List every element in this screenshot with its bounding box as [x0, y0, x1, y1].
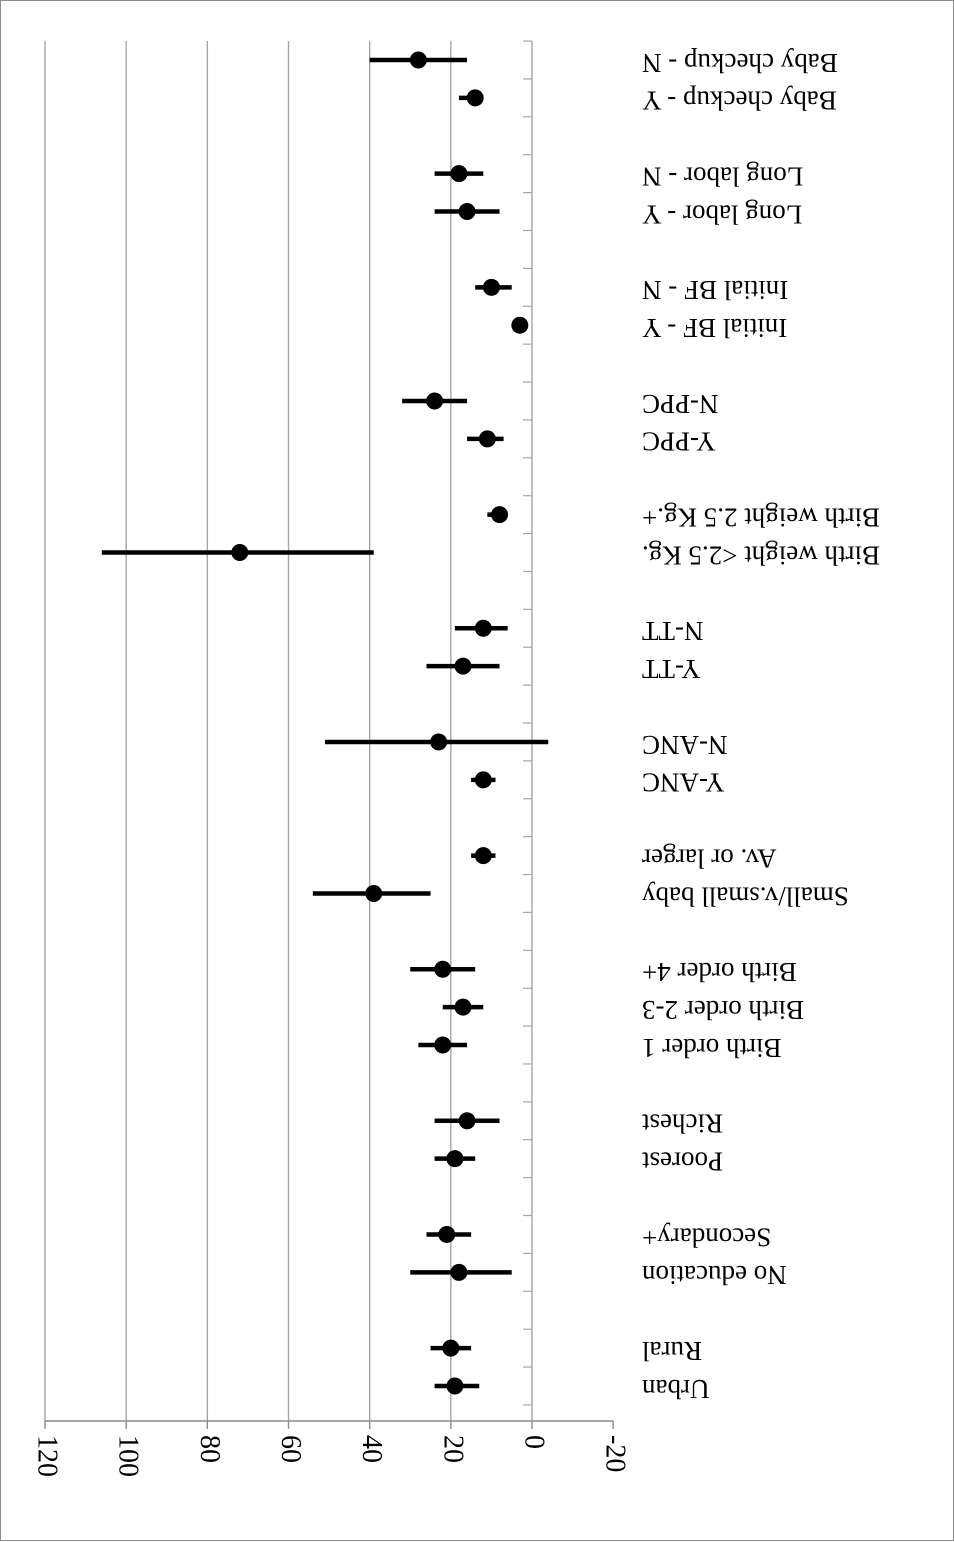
- category-labels: Urban Rural No education Secondary+ Poorest R…: [641, 48, 879, 1404]
- data-point: [458, 203, 476, 221]
- category-label: N-TT: [642, 616, 704, 646]
- category-label: Urban: [642, 1374, 710, 1404]
- x-tick-label-80: 80: [194, 1435, 225, 1463]
- data-point: [450, 1263, 468, 1281]
- category-label: N-ANC: [642, 730, 728, 760]
- category-label: Initial BF - Y: [642, 313, 787, 343]
- category-label: Baby checkup - Y: [642, 86, 837, 116]
- category-label: Birth order 2-3: [642, 995, 804, 1025]
- data-point: [438, 1225, 456, 1243]
- data-point: [474, 619, 492, 637]
- category-label: Birth order 1: [642, 1033, 781, 1063]
- data-point: [434, 1036, 452, 1054]
- data-point: [409, 51, 427, 69]
- data-point: [458, 1112, 476, 1130]
- x-axis: [44, 40, 614, 1429]
- x-tick-label-40: 40: [356, 1435, 387, 1463]
- category-label: Baby checkup - N: [642, 48, 838, 78]
- x-tick-label-60: 60: [275, 1435, 306, 1463]
- x-tick-label-100: 100: [113, 1435, 144, 1477]
- data-point: [454, 998, 472, 1016]
- category-label: Birth order 4+: [642, 957, 797, 987]
- category-label: Birth weight 2.5 Kg.+: [642, 502, 880, 532]
- data-point: [474, 771, 492, 789]
- data-point: [231, 544, 249, 562]
- x-tick-label-120: 120: [32, 1435, 63, 1477]
- data-marks: [101, 51, 549, 1395]
- category-label: Initial BF - N: [642, 275, 788, 305]
- data-point: [426, 392, 444, 410]
- category-label: Richest: [642, 1109, 723, 1139]
- data-point: [434, 960, 452, 978]
- x-tick-label-0: 0: [519, 1435, 550, 1449]
- data-point: [474, 847, 492, 865]
- data-point: [454, 657, 472, 675]
- x-tick-label-20: 20: [437, 1435, 468, 1463]
- category-label: Secondary+: [642, 1222, 771, 1252]
- gridlines: [44, 41, 452, 1421]
- category-label: Y-TT: [641, 654, 700, 684]
- category-label: Birth weight <2.5 Kg.: [642, 540, 880, 570]
- x-tick-labels: -20 0 20 40 60 80 100 120: [32, 1435, 631, 1477]
- data-point: [446, 1150, 464, 1168]
- data-point: [466, 89, 484, 107]
- data-point: [478, 430, 496, 448]
- category-label: Small/v.small baby: [642, 881, 849, 911]
- data-point: [491, 506, 509, 524]
- category-label: Long labor - N: [642, 161, 803, 191]
- category-label: Long labor - Y: [642, 199, 802, 229]
- category-label: N-PPC: [642, 389, 719, 419]
- data-point: [442, 1339, 460, 1357]
- category-label: Y-PPC: [642, 427, 716, 457]
- data-point: [430, 733, 448, 751]
- data-point: [365, 884, 383, 902]
- data-point: [446, 1377, 464, 1395]
- rotated-plot-group: -20 0 20 40 60 80 100 120 Urban Rural No educatio…: [32, 40, 880, 1477]
- category-label: Y-ANC: [642, 768, 725, 798]
- x-tick-label--20: -20: [600, 1435, 631, 1472]
- category-label: Av. or larger: [642, 843, 776, 873]
- data-point: [482, 278, 500, 296]
- category-label: No education: [642, 1260, 787, 1290]
- data-point: [450, 165, 468, 183]
- data-point: [511, 316, 529, 334]
- category-label: Poorest: [642, 1146, 723, 1176]
- category-label: Rural: [642, 1336, 702, 1366]
